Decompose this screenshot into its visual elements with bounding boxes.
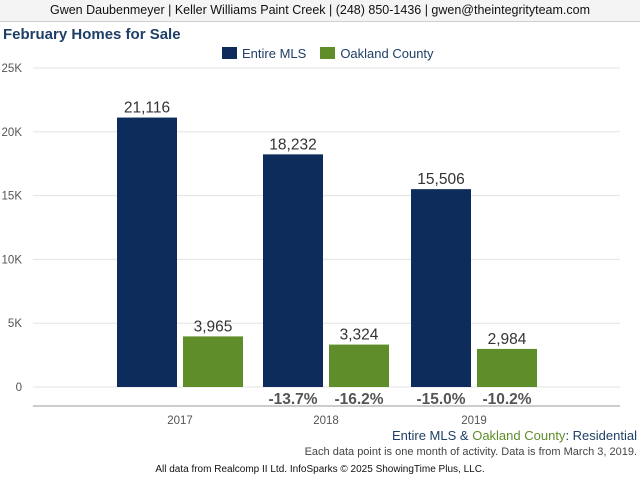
legend-swatch-oakland-county bbox=[320, 47, 336, 59]
contact-line: Gwen Daubenmeyer | Keller Williams Paint… bbox=[49, 3, 591, 17]
chart-legend: Entire MLS Oakland County bbox=[222, 45, 448, 61]
footer-amp: & bbox=[456, 428, 473, 443]
legend-item-oakland-county[interactable]: Oakland County bbox=[320, 45, 434, 61]
y-tick-label: 0 bbox=[16, 382, 22, 394]
bar-value-label: 2,984 bbox=[488, 331, 527, 348]
footer-source: All data from Realcomp II Ltd. InfoSpark… bbox=[155, 464, 485, 475]
bar-value-label: 3,965 bbox=[194, 318, 233, 335]
bar-change-label: -13.7% bbox=[268, 391, 317, 408]
bar-change-label: -10.2% bbox=[482, 391, 531, 408]
legend-label-entire-mls: Entire MLS bbox=[242, 45, 307, 61]
footer-series-oakland: Oakland County bbox=[472, 428, 566, 443]
bar-entire-mls bbox=[263, 154, 323, 387]
bar-change-label: -15.0% bbox=[416, 391, 465, 408]
x-tick-label: 2017 bbox=[167, 415, 193, 427]
bar-oakland-county bbox=[329, 344, 389, 387]
chart-title: February Homes for Sale bbox=[3, 26, 181, 43]
x-tick-label: 2019 bbox=[461, 415, 487, 427]
bar-oakland-county bbox=[183, 336, 243, 387]
legend-label-oakland-county: Oakland County bbox=[340, 45, 434, 61]
bar-entire-mls bbox=[117, 117, 177, 387]
y-tick-label: 20K bbox=[2, 127, 23, 139]
legend-item-entire-mls[interactable]: Entire MLS bbox=[222, 46, 306, 61]
footer-note: Each data point is one month of activity… bbox=[304, 446, 637, 458]
y-tick-label: 10K bbox=[2, 254, 23, 266]
bar-entire-mls bbox=[411, 189, 471, 387]
bar-value-label: 3,324 bbox=[340, 327, 379, 344]
footer-residential: Residential bbox=[572, 428, 637, 443]
bar-value-label: 18,232 bbox=[269, 136, 316, 153]
bar-change-label: -16.2% bbox=[334, 391, 383, 408]
legend-swatch-entire-mls bbox=[222, 47, 237, 59]
footer-series-line: Entire MLS & Oakland County: Residential bbox=[392, 428, 637, 443]
bar-value-label: 15,506 bbox=[417, 171, 464, 188]
bar-value-label: 21,116 bbox=[124, 100, 170, 117]
bar-oakland-county bbox=[477, 348, 537, 387]
bar-chart: 0 5K 10K 15K 20K 25K 21,116 3,965 2017 18,232 -13.… bbox=[2, 63, 620, 427]
y-tick-label: 5K bbox=[8, 318, 22, 330]
y-tick-label: 25K bbox=[2, 63, 23, 75]
x-tick-label: 2018 bbox=[313, 415, 339, 427]
contact-header: Gwen Daubenmeyer | Keller Williams Paint… bbox=[0, 0, 640, 22]
footer-colon: : bbox=[565, 428, 573, 443]
footer-series-entire-mls: Entire MLS bbox=[391, 428, 457, 443]
y-tick-label: 15K bbox=[2, 191, 23, 203]
